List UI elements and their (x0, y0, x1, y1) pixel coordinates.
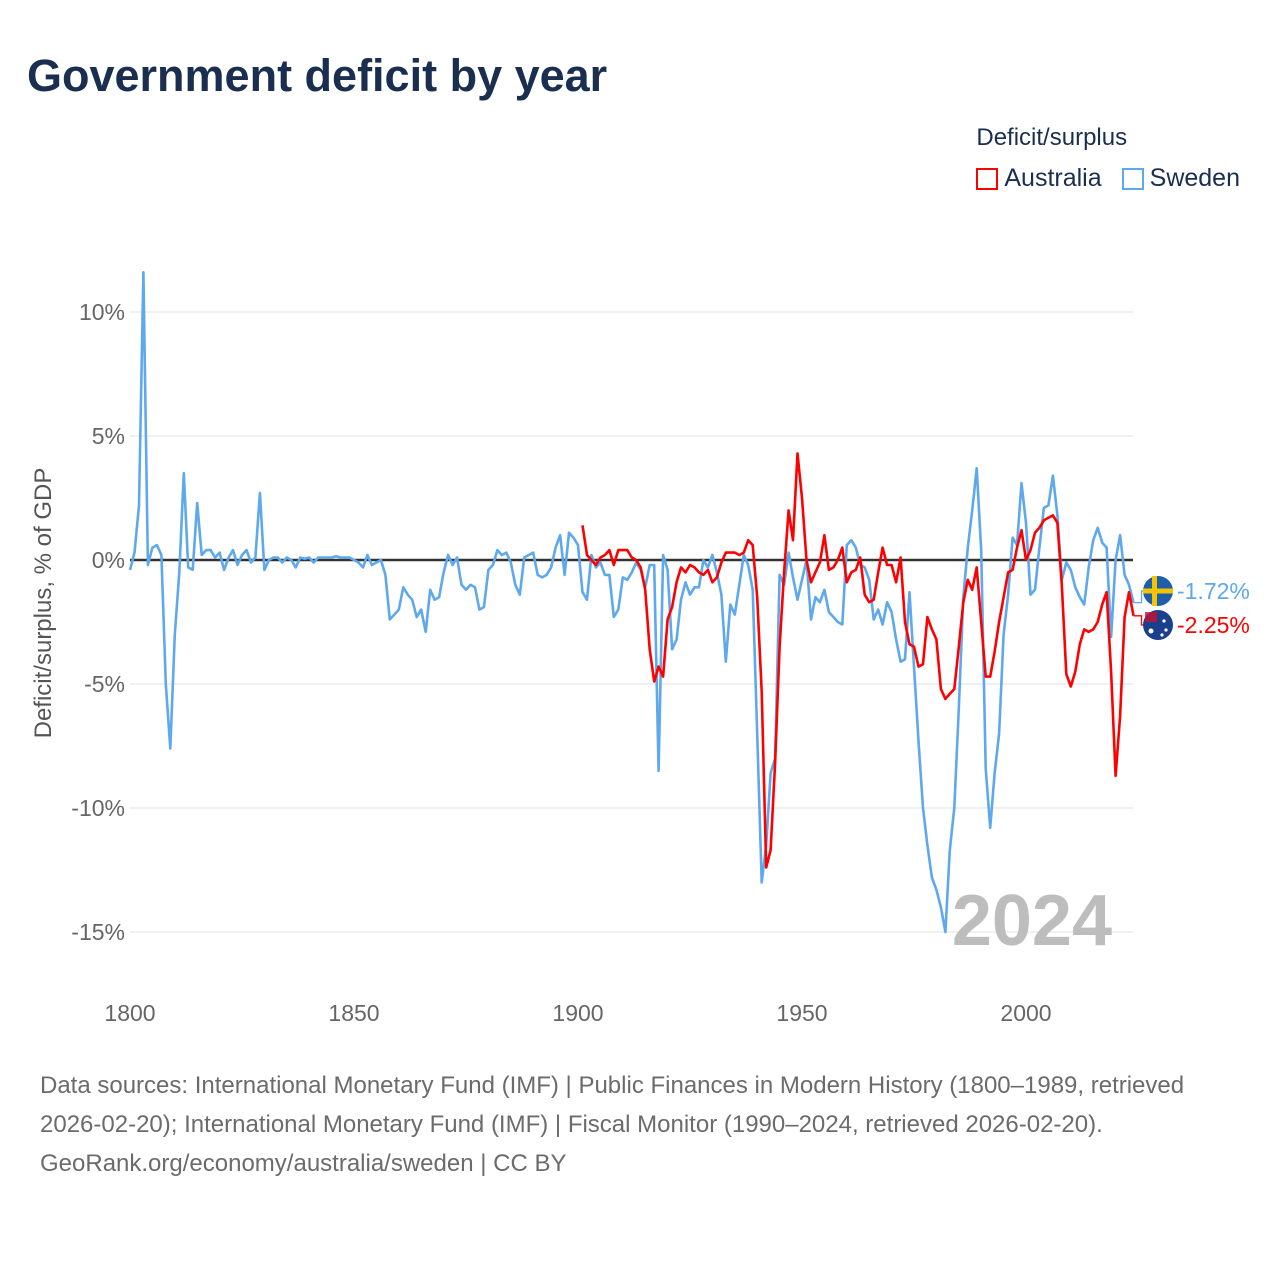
x-tick-label: 1900 (552, 1000, 603, 1026)
flag-cross-h (1143, 588, 1173, 594)
credit-link[interactable]: GeoRank.org/economy/australia/sweden | C… (40, 1150, 567, 1177)
legend-item-sweden[interactable]: Sweden (1121, 164, 1240, 193)
flag-star (1162, 619, 1166, 623)
x-tick-label: 1950 (776, 1000, 827, 1026)
legend-swatch-australia (976, 167, 999, 190)
series-line-australia (581, 452, 1135, 869)
y-axis-label: Deficit/surplus, % of GDP (30, 468, 57, 739)
australia-flag-icon (1143, 610, 1173, 640)
y-tick-label: 5% (92, 423, 125, 449)
x-tick-label: 1800 (104, 1000, 155, 1026)
series-line-sweden (128, 271, 1135, 934)
y-tick-label: -10% (71, 795, 125, 821)
chart-title: Government deficit by year (27, 50, 608, 101)
y-tick-label: -15% (71, 919, 125, 945)
legend-label-australia: Australia (1004, 164, 1102, 192)
end-value-label-australia: -2.25% (1177, 612, 1250, 638)
data-sources: Data sources: International Monetary Fun… (40, 1072, 1185, 1138)
legend-title: Deficit/surplus (976, 124, 1128, 151)
sweden-flag-icon (1143, 576, 1173, 606)
x-tick-label: 1850 (328, 1000, 379, 1026)
legend: Deficit/surplus Australia Sweden (976, 124, 1240, 193)
flag-star (1148, 628, 1154, 634)
flag-cross-v (1152, 576, 1157, 606)
flag-union (1145, 612, 1157, 622)
end-value-label-sweden: -1.72% (1177, 578, 1250, 604)
y-tick-label: 10% (79, 299, 125, 325)
legend-label-sweden: Sweden (1149, 164, 1240, 192)
flag-star (1164, 628, 1168, 632)
y-tick-label: -5% (84, 671, 125, 697)
x-tick-label: 2000 (1000, 1000, 1051, 1026)
legend-item-australia[interactable]: Australia (976, 164, 1102, 193)
watermark-year: 2024 (952, 881, 1112, 961)
footer: Data sources: International Monetary Fun… (40, 1066, 1240, 1183)
legend-swatch-sweden (1121, 167, 1144, 190)
y-tick-label: 0% (92, 547, 125, 573)
flag-star (1160, 633, 1164, 637)
